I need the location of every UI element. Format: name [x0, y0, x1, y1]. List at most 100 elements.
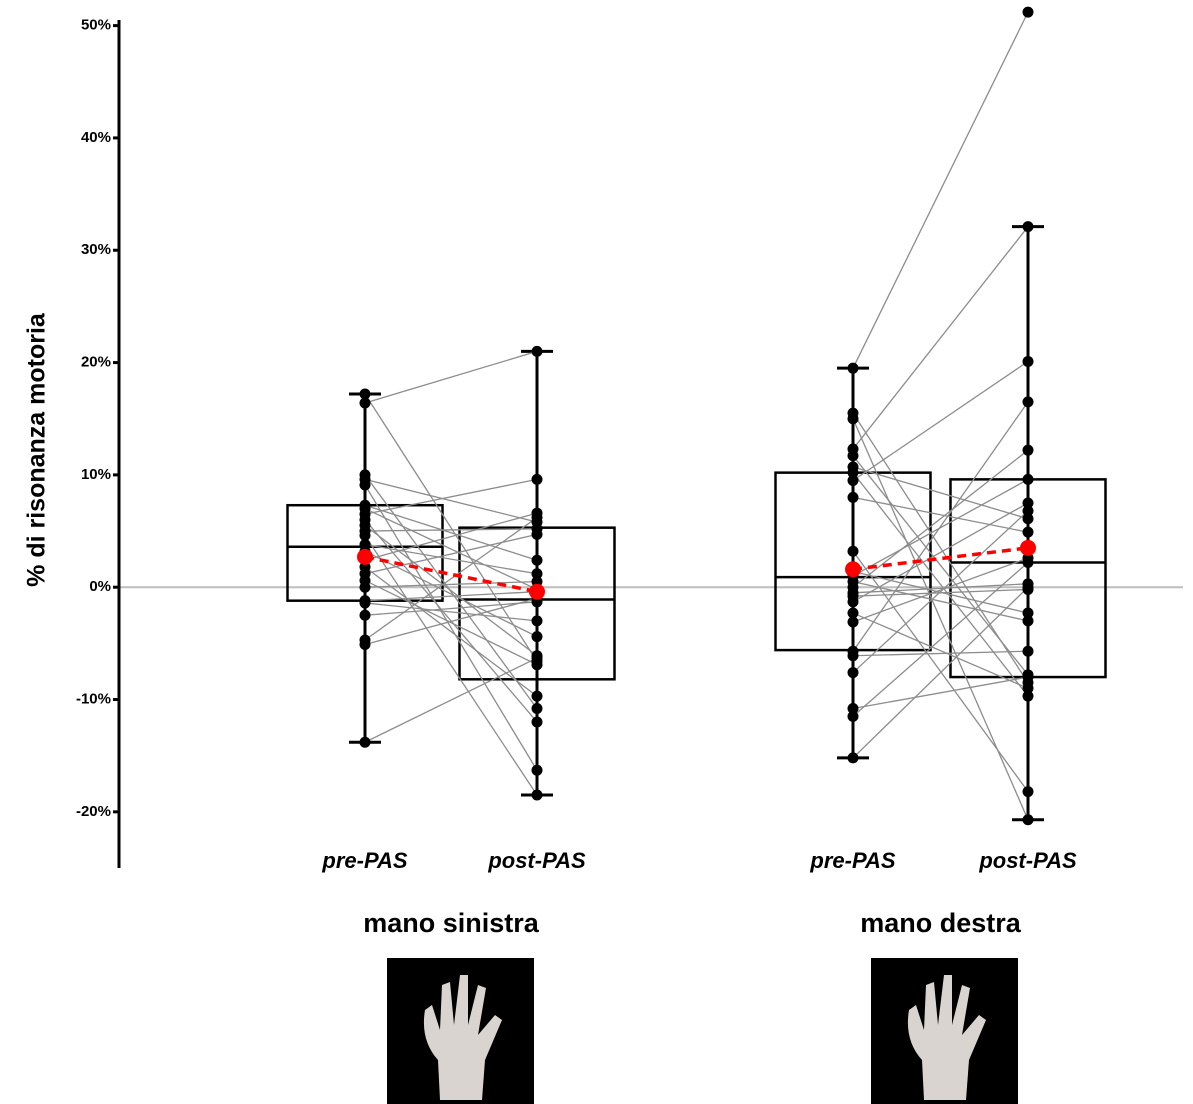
data-point	[847, 607, 859, 619]
data-point	[847, 467, 859, 479]
pair-line	[364, 478, 538, 523]
pair-line	[364, 484, 538, 771]
data-point	[1022, 645, 1034, 657]
data-point	[531, 789, 543, 801]
pair-line	[364, 579, 538, 666]
data-point	[359, 503, 371, 515]
pair-line	[852, 676, 1029, 710]
pair-line	[364, 393, 538, 662]
data-point	[1022, 583, 1034, 595]
data-point	[531, 512, 543, 524]
data-point	[1022, 355, 1034, 367]
pair-line	[364, 533, 538, 575]
pair-line	[852, 401, 1029, 652]
data-point	[359, 479, 371, 491]
data-point	[1022, 556, 1034, 568]
data-point	[359, 597, 371, 609]
pair-line	[364, 474, 538, 709]
y-tick-label: 0%	[89, 578, 111, 595]
y-tick-label: 40%	[81, 129, 111, 146]
pair-line	[852, 557, 1029, 623]
data-point	[531, 615, 543, 627]
data-point	[359, 388, 371, 400]
data-point	[1022, 786, 1034, 798]
pair-line	[852, 650, 1029, 657]
data-point	[1022, 682, 1034, 694]
data-point	[531, 652, 543, 664]
data-point	[1022, 513, 1034, 525]
data-point	[847, 362, 859, 374]
hand-image	[387, 958, 534, 1104]
data-point	[1022, 814, 1034, 826]
data-point	[847, 475, 859, 487]
pair-line	[364, 350, 538, 404]
data-point	[359, 530, 371, 542]
pair-line	[364, 550, 538, 638]
data-point	[847, 450, 859, 462]
pair-line	[364, 517, 538, 641]
y-tick-label: -10%	[76, 690, 111, 707]
data-point	[847, 545, 859, 557]
data-point	[847, 667, 859, 679]
pair-line	[852, 612, 1029, 689]
data-point	[531, 528, 543, 540]
mean-point	[1020, 539, 1036, 556]
data-point	[359, 609, 371, 621]
data-point	[531, 764, 543, 776]
data-point	[1022, 526, 1034, 538]
data-point	[531, 690, 543, 702]
pair-line	[364, 528, 538, 532]
pair-line	[364, 478, 538, 515]
pair-line	[852, 583, 1029, 594]
data-point	[531, 473, 543, 485]
data-point	[359, 397, 371, 409]
data-point	[1022, 690, 1034, 702]
pair-line	[364, 507, 538, 591]
pair-line	[852, 502, 1029, 603]
group-label: mano sinistra	[363, 908, 540, 938]
data-point	[531, 568, 543, 580]
pair-line	[364, 543, 538, 575]
data-point	[531, 716, 543, 728]
y-tick-label: 10%	[81, 466, 111, 483]
data-point	[1022, 6, 1034, 18]
data-point	[531, 703, 543, 715]
data-point	[1022, 396, 1034, 408]
data-point	[1022, 671, 1034, 683]
y-tick-label: -20%	[76, 803, 111, 820]
data-point	[1022, 497, 1034, 509]
data-point	[847, 413, 859, 425]
pair-line	[852, 11, 1029, 369]
data-point	[847, 703, 859, 715]
pair-line	[852, 226, 1029, 450]
data-point	[359, 638, 371, 650]
mean-point	[529, 583, 545, 600]
data-point	[1022, 615, 1034, 627]
data-point	[359, 736, 371, 748]
mean-point	[357, 548, 373, 565]
pair-line	[852, 570, 1029, 614]
data-point	[847, 752, 859, 764]
y-tick-label: 50%	[81, 17, 111, 34]
group-label: mano destra	[860, 908, 1022, 938]
condition-label: post-PAS	[978, 848, 1077, 873]
pair-line	[364, 580, 538, 588]
y-tick-label: 30%	[81, 241, 111, 258]
data-point	[847, 491, 859, 503]
pair-line	[364, 601, 538, 616]
data-point	[531, 554, 543, 566]
pair-line	[852, 586, 1029, 759]
y-axis-label: % di risonanza motoria	[23, 312, 51, 587]
pair-line	[852, 562, 1029, 717]
pair-line	[852, 449, 1029, 588]
pair-line	[364, 524, 538, 657]
data-point	[847, 650, 859, 662]
pair-line	[852, 496, 1029, 533]
pair-line	[852, 418, 1029, 820]
data-point	[531, 631, 543, 643]
data-point	[1022, 473, 1034, 485]
condition-label: pre-PAS	[321, 848, 407, 873]
pair-line	[852, 455, 1029, 676]
pair-line	[364, 535, 538, 796]
